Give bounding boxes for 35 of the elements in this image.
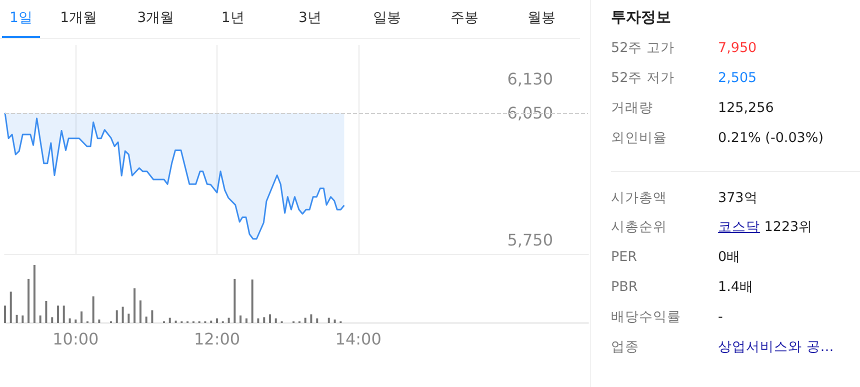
text: 3년 <box>298 9 322 28</box>
text: 0.21% (-0.03%) <box>718 130 824 146</box>
text: 투자정보 <box>611 8 672 27</box>
text: 52주 고가 <box>611 39 676 57</box>
text: 상업서비스와 공… <box>718 338 834 356</box>
text: 외인비율 <box>611 129 668 147</box>
text: 1년 <box>220 9 246 28</box>
y-tick-label: 6,050 <box>507 103 553 122</box>
text: 52주 저가 <box>611 69 676 87</box>
text: 업종 <box>611 338 640 356</box>
text: 125,256 <box>718 100 774 116</box>
text: 시총순위 <box>611 218 668 236</box>
text: 3개월 <box>136 9 176 28</box>
text: PER <box>611 249 638 265</box>
x-tick-label: 12:00 <box>194 330 240 348</box>
y-tick-label: 5,750 <box>507 230 553 250</box>
text: 0배 <box>718 248 741 266</box>
y-tick-label: 6,130 <box>507 69 553 88</box>
text: 1개월 <box>59 9 98 28</box>
text: 코스닥 1223위 <box>718 218 813 236</box>
text: 373억 <box>718 189 758 207</box>
text: PBR <box>611 279 639 295</box>
text: 주봉 <box>449 9 480 28</box>
text: 월봉 <box>526 9 556 28</box>
x-tick-label: 10:00 <box>52 330 99 348</box>
text: 1.4배 <box>718 278 754 296</box>
x-tick-label: 14:00 <box>335 330 382 348</box>
text: 거래량 <box>611 99 654 117</box>
text: 7,950 <box>718 40 757 56</box>
text: - <box>718 309 723 325</box>
text: 일봉 <box>372 9 402 28</box>
text: 2,505 <box>718 70 757 86</box>
text: 시가총액 <box>611 189 668 207</box>
text: 배당수익률 <box>611 308 682 326</box>
text: 1일 <box>2 0 40 38</box>
